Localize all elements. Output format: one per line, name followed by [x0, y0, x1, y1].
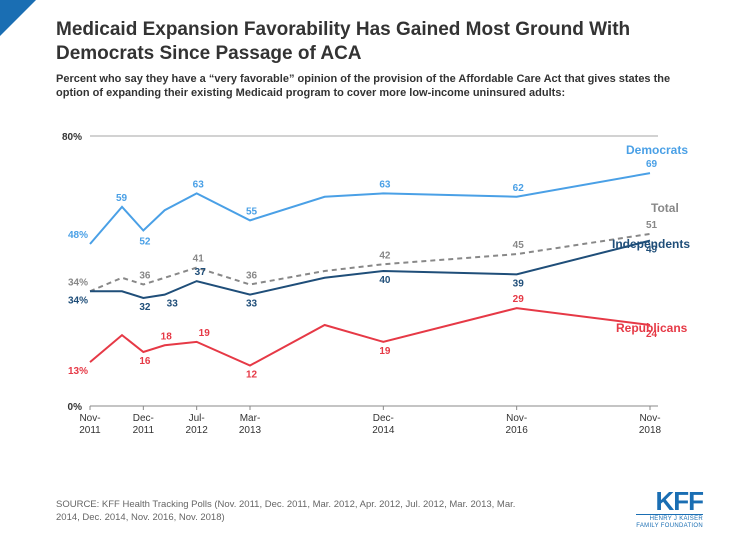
svg-text:39: 39: [513, 278, 525, 289]
svg-text:2011: 2011: [133, 425, 155, 436]
svg-text:Dec-: Dec-: [133, 413, 154, 424]
svg-text:52: 52: [139, 237, 151, 248]
svg-text:40: 40: [379, 275, 391, 286]
svg-text:29: 29: [513, 294, 525, 305]
svg-text:18: 18: [161, 331, 173, 342]
svg-text:36: 36: [139, 271, 151, 282]
svg-text:36: 36: [246, 271, 258, 282]
line-chart-svg: 0%80%Nov-2011Dec-2011Jul-2012Mar-2013Dec…: [56, 130, 696, 440]
svg-text:34%: 34%: [68, 295, 88, 306]
svg-text:51: 51: [646, 220, 658, 231]
chart-subtitle: Percent who say they have a “very favora…: [56, 72, 703, 102]
svg-text:80%: 80%: [62, 132, 82, 143]
svg-text:2016: 2016: [506, 425, 529, 436]
svg-text:Mar-: Mar-: [240, 413, 261, 424]
corner-accent: [0, 0, 36, 36]
svg-text:33: 33: [246, 299, 258, 310]
logo-sub1: HENRY J KAISER: [636, 514, 703, 522]
svg-text:59: 59: [116, 193, 128, 204]
chart-area: 0%80%Nov-2011Dec-2011Jul-2012Mar-2013Dec…: [56, 130, 696, 440]
header: Medicaid Expansion Favorability Has Gain…: [56, 18, 703, 101]
svg-text:0%: 0%: [68, 402, 83, 413]
svg-text:Total: Total: [651, 201, 679, 215]
svg-text:13%: 13%: [68, 366, 88, 377]
svg-text:69: 69: [646, 159, 658, 170]
svg-text:55: 55: [246, 206, 258, 217]
svg-text:2012: 2012: [186, 425, 209, 436]
svg-text:2014: 2014: [372, 425, 395, 436]
svg-text:Nov-: Nov-: [506, 413, 527, 424]
svg-text:Jul-: Jul-: [189, 413, 205, 424]
svg-text:42: 42: [379, 250, 391, 261]
svg-text:63: 63: [379, 179, 391, 190]
svg-text:33: 33: [167, 299, 179, 310]
svg-text:48%: 48%: [68, 230, 88, 241]
source-text: SOURCE: KFF Health Tracking Polls (Nov. …: [56, 499, 536, 525]
svg-text:2018: 2018: [639, 425, 662, 436]
logo-main: KFF: [636, 490, 703, 513]
svg-text:63: 63: [193, 179, 205, 190]
svg-text:19: 19: [379, 346, 391, 357]
svg-text:2013: 2013: [239, 425, 262, 436]
svg-text:62: 62: [513, 183, 525, 194]
svg-text:Independents: Independents: [612, 237, 690, 251]
svg-text:16: 16: [139, 356, 151, 367]
svg-text:2011: 2011: [79, 425, 101, 436]
svg-text:Nov-: Nov-: [639, 413, 660, 424]
svg-text:45: 45: [513, 240, 525, 251]
svg-text:37: 37: [195, 267, 207, 278]
svg-text:Republicans: Republicans: [616, 321, 688, 335]
svg-text:19: 19: [199, 328, 211, 339]
svg-text:12: 12: [246, 370, 258, 381]
svg-text:Democrats: Democrats: [626, 143, 688, 157]
kff-logo: KFF HENRY J KAISER FAMILY FOUNDATION: [636, 490, 703, 529]
chart-title: Medicaid Expansion Favorability Has Gain…: [56, 18, 703, 66]
svg-text:Dec-: Dec-: [373, 413, 394, 424]
svg-text:32: 32: [139, 302, 151, 313]
logo-sub2: FAMILY FOUNDATION: [636, 523, 703, 529]
svg-text:34%: 34%: [68, 277, 88, 288]
svg-text:Nov-: Nov-: [79, 413, 100, 424]
svg-text:41: 41: [193, 254, 205, 265]
